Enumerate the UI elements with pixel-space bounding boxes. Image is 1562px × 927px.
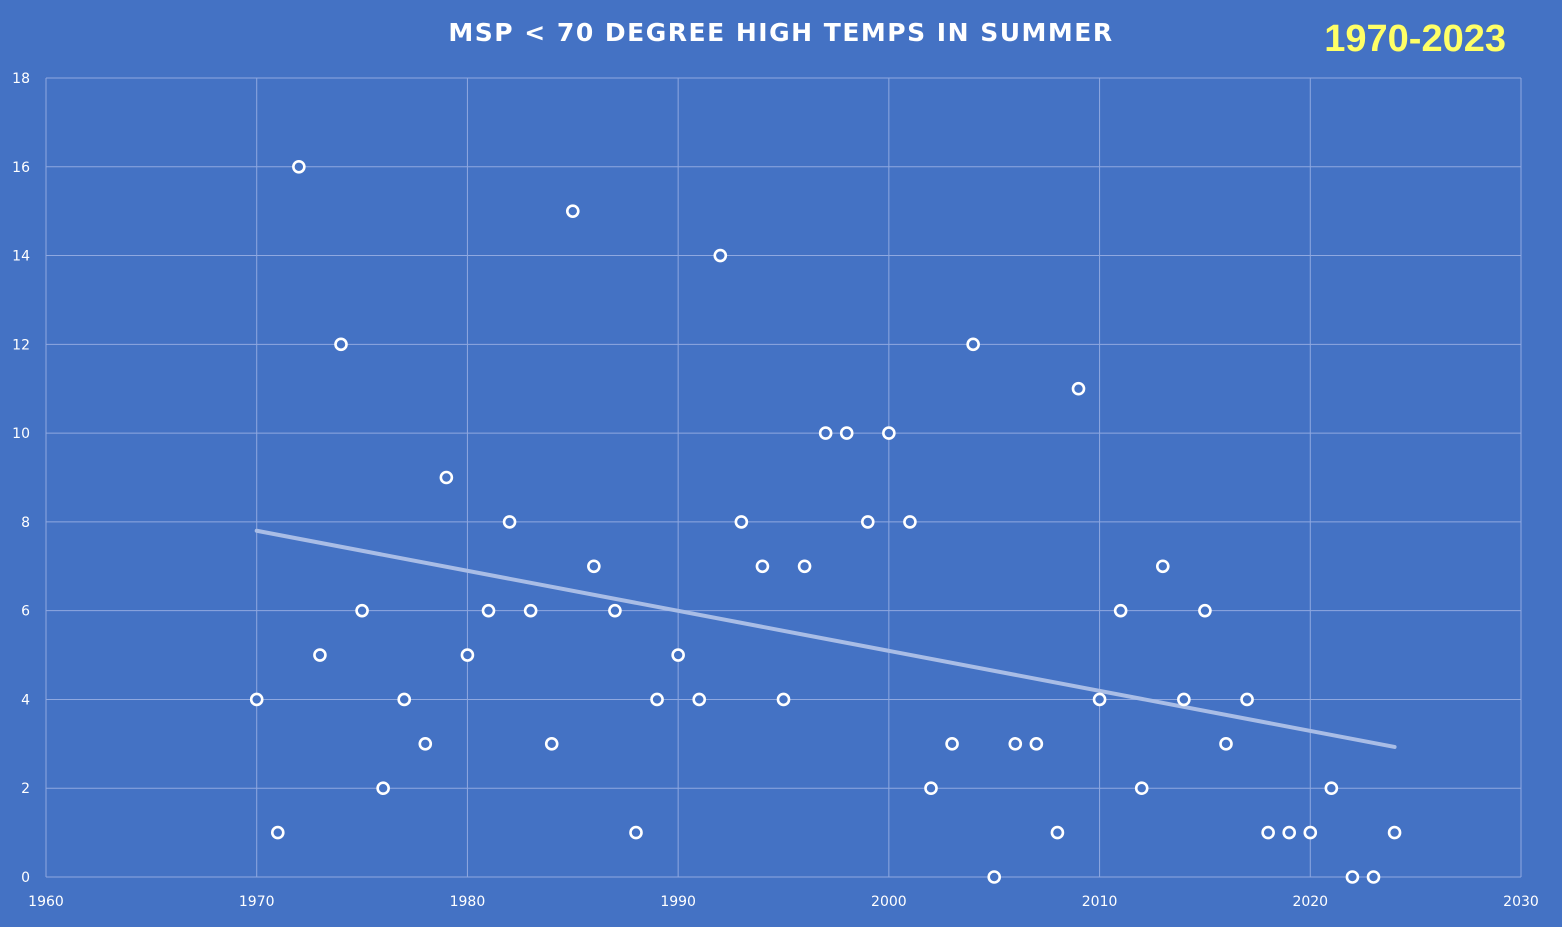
data-point	[945, 737, 959, 751]
data-point	[1050, 825, 1065, 840]
data-point	[1240, 692, 1254, 707]
data-point	[860, 515, 875, 529]
data-point	[1029, 737, 1044, 751]
data-point	[818, 426, 833, 440]
data-point	[797, 559, 812, 574]
x-tick-label: 1990	[660, 894, 696, 910]
data-point	[1177, 692, 1191, 707]
data-point	[776, 692, 791, 707]
data-point	[1387, 825, 1402, 840]
x-tick-label: 2000	[871, 894, 907, 910]
data-point	[1366, 870, 1381, 884]
data-point	[523, 603, 538, 618]
data-point	[608, 603, 622, 618]
data-point	[1282, 825, 1297, 840]
data-point	[1071, 381, 1086, 396]
data-point	[376, 781, 390, 796]
data-point	[1113, 603, 1128, 618]
chart-title: MSP < 70 DEGREE HIGH TEMPS IN SUMMER	[448, 18, 1114, 47]
data-point	[755, 559, 770, 574]
data-point	[313, 648, 327, 662]
data-point	[671, 648, 685, 662]
data-point	[903, 515, 917, 529]
data-point	[1134, 781, 1149, 796]
y-tick-label: 2	[21, 781, 30, 797]
data-point	[418, 737, 433, 751]
data-point	[460, 648, 475, 662]
data-point	[650, 692, 664, 707]
data-point	[1261, 825, 1275, 840]
x-tick-label: 1970	[239, 894, 275, 910]
data-point	[544, 737, 559, 751]
data-point	[1303, 825, 1318, 840]
data-point	[334, 337, 348, 352]
data-point	[734, 515, 749, 529]
data-point	[713, 248, 728, 263]
y-tick-label: 10	[12, 426, 30, 442]
data-point	[587, 559, 601, 574]
data-point	[565, 204, 580, 218]
data-point	[1092, 692, 1107, 707]
y-tick-label: 4	[21, 692, 30, 708]
data-point	[292, 159, 306, 174]
trendline	[254, 528, 1397, 749]
data-point	[439, 470, 454, 485]
x-tick-label: 2030	[1503, 894, 1539, 910]
y-tick-label: 18	[12, 71, 30, 87]
y-tick-label: 8	[21, 515, 30, 531]
data-point	[249, 692, 264, 707]
data-point	[692, 692, 707, 707]
chart-subtitle: 1970-2023	[1324, 18, 1506, 60]
data-point	[1324, 781, 1339, 796]
y-tick-label: 14	[12, 249, 30, 265]
data-point	[1198, 603, 1212, 618]
y-tick-label: 0	[21, 870, 30, 886]
data-point	[1219, 737, 1233, 751]
data-point	[397, 692, 412, 707]
data-point	[839, 426, 854, 440]
x-tick-label: 2020	[1292, 894, 1328, 910]
data-point	[987, 870, 1002, 884]
data-point	[502, 515, 517, 529]
y-tick-label: 6	[21, 604, 30, 620]
x-tick-label: 1980	[450, 894, 486, 910]
y-tick-label: 16	[12, 160, 30, 176]
data-point	[1155, 559, 1170, 574]
data-point	[924, 781, 938, 796]
y-tick-label: 12	[12, 337, 30, 353]
data-point	[270, 825, 285, 840]
data-point	[1008, 737, 1023, 751]
data-point	[882, 426, 896, 440]
data-point	[481, 603, 496, 618]
x-tick-label: 2010	[1082, 894, 1118, 910]
data-point	[966, 337, 980, 352]
data-point	[355, 603, 369, 618]
data-point	[1345, 870, 1360, 884]
data-point	[629, 825, 643, 840]
x-tick-label: 1960	[28, 894, 64, 910]
